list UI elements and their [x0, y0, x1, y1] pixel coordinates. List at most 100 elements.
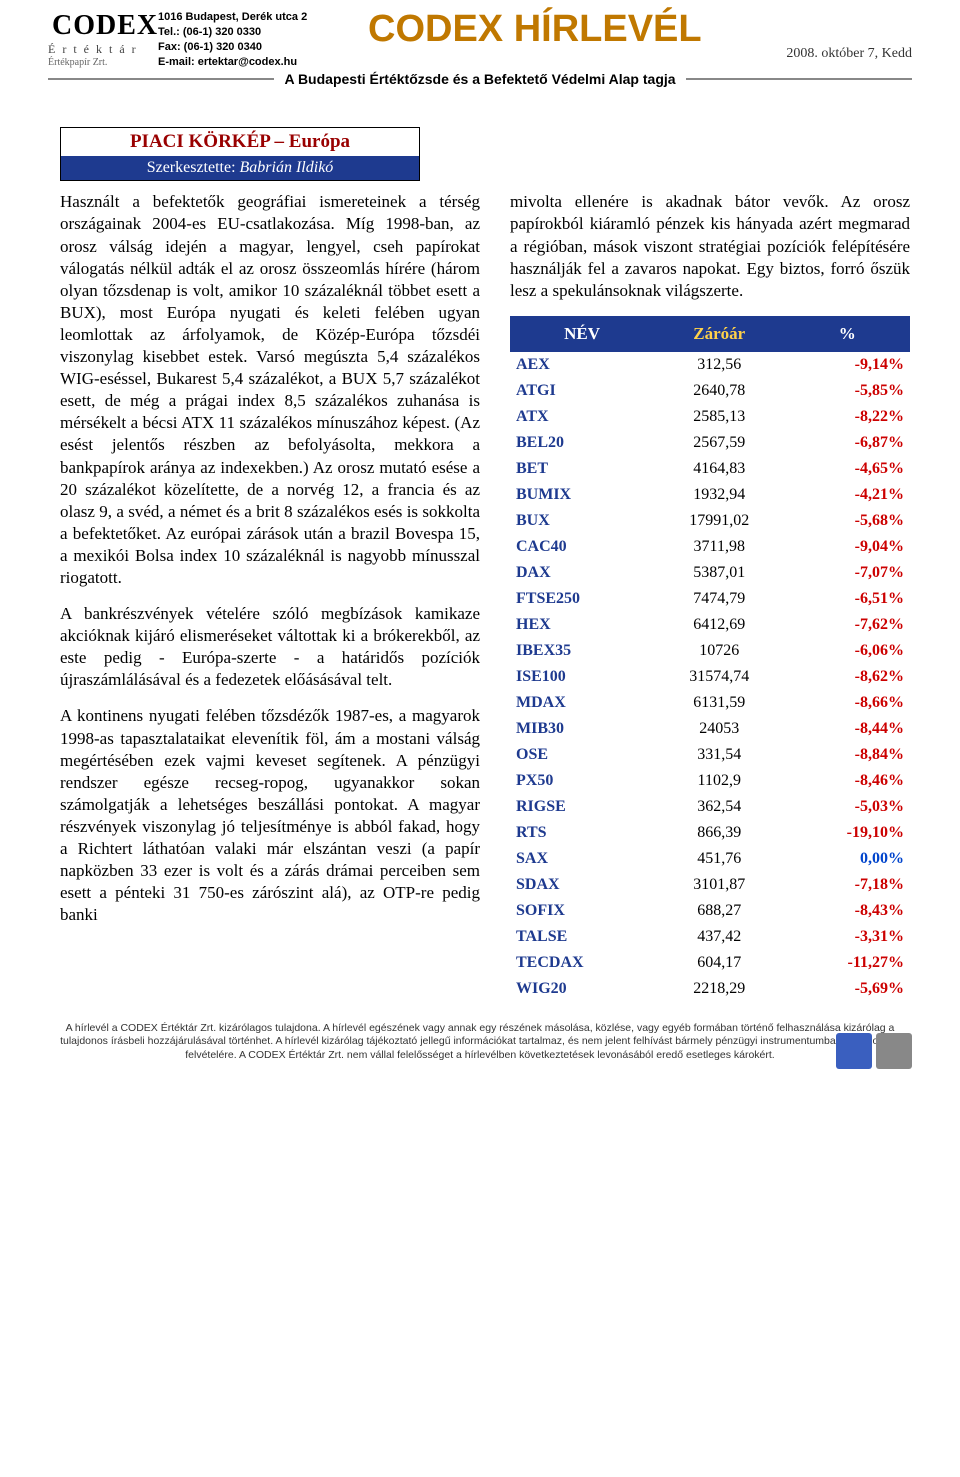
logo-block: CODEX É r t é k t á r Értékpapír Zrt. [48, 10, 158, 69]
cell-close-price: 331,54 [654, 742, 784, 768]
table-row: CAC403711,98-9,04% [510, 534, 910, 560]
header-rule-right [686, 78, 912, 80]
cell-pct-change: -5,68% [784, 508, 910, 534]
table-row: BEL202567,59-6,87% [510, 430, 910, 456]
table-row: SDAX3101,87-7,18% [510, 872, 910, 898]
cell-index-name: OSE [510, 742, 654, 768]
newsletter-date: 2008. október 7, Kedd [786, 10, 912, 69]
cell-close-price: 866,39 [654, 820, 784, 846]
cell-pct-change: -8,22% [784, 404, 910, 430]
cell-pct-change: -5,69% [784, 976, 910, 1002]
cell-pct-change: -5,85% [784, 378, 910, 404]
cell-pct-change: -6,06% [784, 638, 910, 664]
cell-index-name: DAX [510, 560, 654, 586]
cell-pct-change: -9,04% [784, 534, 910, 560]
cell-close-price: 312,56 [654, 352, 784, 378]
table-row: SOFIX688,27-8,43% [510, 898, 910, 924]
cell-index-name: ATX [510, 404, 654, 430]
table-row: WIG202218,29-5,69% [510, 976, 910, 1002]
cell-close-price: 7474,79 [654, 586, 784, 612]
table-row: BUX17991,02-5,68% [510, 508, 910, 534]
cert-badge-icon [836, 1033, 872, 1069]
logo-text: CODEX [52, 10, 158, 42]
left-column: Használt a befektetők geográfiai ismeret… [60, 191, 480, 1001]
footer: A hírlevél a CODEX Értéktár Zrt. kizáról… [0, 1022, 960, 1073]
cell-close-price: 362,54 [654, 794, 784, 820]
cell-close-price: 6131,59 [654, 690, 784, 716]
contact-line: 1016 Budapest, Derék utca 2 [158, 10, 358, 25]
cell-index-name: TECDAX [510, 950, 654, 976]
table-row: HEX6412,69-7,62% [510, 612, 910, 638]
table-row: BUMIX1932,94-4,21% [510, 482, 910, 508]
cell-close-price: 1932,94 [654, 482, 784, 508]
right-column: mivolta ellenére is akadnak bátor vevők.… [510, 191, 910, 1001]
section-editor: Szerkesztette: Babrián Ildikó [61, 156, 419, 180]
newsletter-subtitle: A Budapesti Értéktőzsde és a Befektető V… [284, 71, 675, 87]
table-row: ATGI2640,78-5,85% [510, 378, 910, 404]
cell-close-price: 2567,59 [654, 430, 784, 456]
cell-close-price: 2218,29 [654, 976, 784, 1002]
body-paragraph: A kontinens nyugati felében tőzsdézők 19… [60, 705, 480, 926]
cell-pct-change: -7,62% [784, 612, 910, 638]
table-row: FTSE2507474,79-6,51% [510, 586, 910, 612]
table-row: DAX5387,01-7,07% [510, 560, 910, 586]
cell-close-price: 2585,13 [654, 404, 784, 430]
cell-close-price: 24053 [654, 716, 784, 742]
cell-pct-change: -11,27% [784, 950, 910, 976]
section-title: PIACI KÖRKÉP – Európa [61, 128, 419, 156]
table-row: TECDAX604,17-11,27% [510, 950, 910, 976]
body-paragraph: mivolta ellenére is akadnak bátor vevők.… [510, 191, 910, 301]
newsletter-title-block: CODEX HÍRLEVÉL [358, 10, 786, 69]
newsletter-title: CODEX HÍRLEVÉL [368, 10, 786, 48]
table-row: SAX451,760,00% [510, 846, 910, 872]
cell-index-name: RIGSE [510, 794, 654, 820]
cell-pct-change: -8,43% [784, 898, 910, 924]
cell-close-price: 17991,02 [654, 508, 784, 534]
cell-close-price: 451,76 [654, 846, 784, 872]
cell-index-name: HEX [510, 612, 654, 638]
cell-index-name: SAX [510, 846, 654, 872]
market-table: NÉV Záróár % AEX312,56-9,14%ATGI2640,78-… [510, 316, 910, 1002]
cell-pct-change: -8,66% [784, 690, 910, 716]
cell-index-name: ISE100 [510, 664, 654, 690]
table-row: MDAX6131,59-8,66% [510, 690, 910, 716]
footer-badges [836, 1033, 912, 1069]
cell-close-price: 4164,83 [654, 456, 784, 482]
table-row: ISE10031574,74-8,62% [510, 664, 910, 690]
cell-pct-change: -3,31% [784, 924, 910, 950]
cell-pct-change: -19,10% [784, 820, 910, 846]
cell-pct-change: 0,00% [784, 846, 910, 872]
col-header-pct: % [784, 316, 910, 352]
table-row: BET4164,83-4,65% [510, 456, 910, 482]
cell-close-price: 3711,98 [654, 534, 784, 560]
table-row: OSE331,54-8,84% [510, 742, 910, 768]
section-header-box: PIACI KÖRKÉP – Európa Szerkesztette: Bab… [60, 127, 420, 181]
cell-close-price: 2640,78 [654, 378, 784, 404]
cell-index-name: AEX [510, 352, 654, 378]
cell-index-name: PX50 [510, 768, 654, 794]
cell-index-name: FTSE250 [510, 586, 654, 612]
cell-pct-change: -4,65% [784, 456, 910, 482]
cell-close-price: 31574,74 [654, 664, 784, 690]
table-row: AEX312,56-9,14% [510, 352, 910, 378]
cell-close-price: 6412,69 [654, 612, 784, 638]
cell-index-name: SDAX [510, 872, 654, 898]
cell-pct-change: -5,03% [784, 794, 910, 820]
cell-pct-change: -8,44% [784, 716, 910, 742]
cell-close-price: 3101,87 [654, 872, 784, 898]
cell-index-name: TALSE [510, 924, 654, 950]
editor-name: Babrián Ildikó [240, 159, 334, 176]
cell-index-name: WIG20 [510, 976, 654, 1002]
cell-index-name: RTS [510, 820, 654, 846]
cell-close-price: 10726 [654, 638, 784, 664]
cell-index-name: SOFIX [510, 898, 654, 924]
contact-block: 1016 Budapest, Derék utca 2 Tel.: (06-1)… [158, 10, 358, 69]
cell-close-price: 5387,01 [654, 560, 784, 586]
cell-close-price: 604,17 [654, 950, 784, 976]
logo-subtitle-2: Értékpapír Zrt. [48, 57, 158, 68]
cell-close-price: 1102,9 [654, 768, 784, 794]
contact-line: Tel.: (06-1) 320 0330 [158, 25, 358, 40]
cell-index-name: BUX [510, 508, 654, 534]
cell-close-price: 437,42 [654, 924, 784, 950]
cell-index-name: CAC40 [510, 534, 654, 560]
